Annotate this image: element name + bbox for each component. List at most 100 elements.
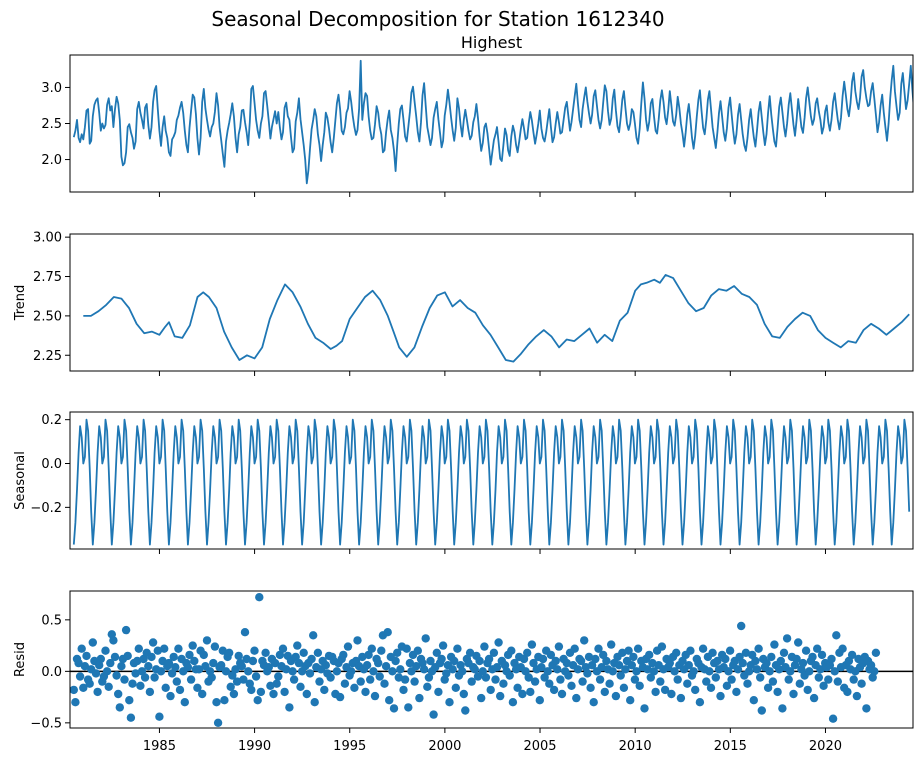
- resid-point: [426, 656, 435, 666]
- resid-point: [393, 648, 402, 657]
- axes-frame: [69, 590, 914, 729]
- resid-point: [385, 696, 394, 705]
- resid-point: [88, 638, 98, 647]
- resid-point: [313, 648, 323, 657]
- resid-point: [274, 672, 283, 681]
- series-line: [72, 59, 913, 185]
- resid-point: [175, 685, 185, 695]
- resid-point: [530, 677, 540, 686]
- resid-point: [830, 667, 839, 676]
- ylabel: Seasonal: [13, 451, 28, 510]
- resid-point: [210, 642, 220, 651]
- resid-point: [126, 713, 136, 722]
- resid-point: [629, 652, 638, 662]
- resid-point: [269, 689, 278, 699]
- resid-point: [611, 691, 621, 701]
- resid-point: [410, 677, 419, 686]
- resid-point: [209, 658, 218, 668]
- resid-point: [816, 665, 825, 674]
- resid-point: [673, 675, 682, 684]
- resid-point: [619, 683, 629, 692]
- resid-point: [828, 714, 838, 723]
- resid-point: [169, 652, 178, 662]
- resid-point: [285, 703, 294, 712]
- resid-point: [591, 654, 600, 664]
- resid-point: [402, 644, 411, 653]
- resid-point: [412, 662, 421, 671]
- resid-point: [172, 677, 181, 686]
- resid-point: [356, 677, 365, 686]
- resid-point: [808, 652, 817, 662]
- resid-point: [121, 625, 131, 635]
- resid-point: [424, 673, 434, 682]
- resid-point: [115, 703, 125, 712]
- resid-point: [789, 689, 798, 699]
- resid-point: [665, 658, 674, 668]
- resid-point: [396, 665, 405, 674]
- resid-point: [518, 689, 527, 699]
- ytick-label: 0.5: [41, 613, 62, 628]
- resid-point: [805, 667, 814, 676]
- ytick-label: 2.5: [41, 117, 62, 132]
- resid-point: [180, 698, 189, 707]
- resid-point: [809, 693, 819, 703]
- resid-point: [307, 654, 316, 664]
- resid-point: [461, 706, 470, 715]
- resid-point: [239, 675, 248, 684]
- resid-point: [743, 679, 752, 688]
- resid-point: [553, 665, 562, 674]
- xtick-label: 1990: [238, 739, 271, 754]
- resid-point: [578, 677, 587, 686]
- resid-point: [198, 689, 207, 699]
- resid-point: [432, 648, 441, 657]
- resid-point: [389, 704, 399, 713]
- resid-point: [315, 677, 324, 686]
- resid-point: [792, 654, 801, 664]
- resid-point: [194, 665, 204, 674]
- resid-point: [484, 654, 494, 664]
- resid-point: [672, 648, 681, 657]
- resid-point: [80, 662, 90, 671]
- resid-point: [101, 646, 110, 655]
- resid-point: [721, 654, 730, 664]
- xtick-label: 2015: [714, 739, 747, 754]
- resid-point: [801, 646, 811, 655]
- resid-point: [438, 641, 448, 650]
- resid-point: [481, 673, 491, 682]
- resid-point: [377, 646, 386, 655]
- resid-point: [735, 652, 744, 662]
- resid-point: [347, 667, 356, 676]
- resid-point: [594, 644, 603, 653]
- resid-point: [643, 665, 652, 674]
- resid-point: [708, 648, 717, 657]
- resid-point: [786, 667, 795, 676]
- resid-point: [660, 685, 670, 695]
- resid-point: [437, 654, 446, 664]
- subplot-3: −0.2 0.0 0.2 Seasonal: [13, 411, 914, 554]
- resid-point: [96, 654, 106, 664]
- resid-point: [193, 683, 202, 692]
- resid-point: [207, 673, 216, 682]
- resid-point: [779, 648, 789, 657]
- resid-point: [442, 669, 451, 678]
- resid-point: [248, 656, 258, 666]
- resid-point: [695, 698, 705, 707]
- resid-point: [256, 687, 266, 697]
- resid-point: [751, 656, 760, 666]
- resid-point: [120, 675, 129, 684]
- resid-point: [188, 641, 197, 650]
- resid-point: [326, 673, 335, 682]
- resid-point: [698, 644, 708, 653]
- resid-point: [450, 656, 459, 666]
- resid-point: [74, 658, 83, 668]
- resid-point: [164, 658, 174, 668]
- resid-point: [649, 667, 659, 676]
- resid-point: [689, 667, 698, 676]
- resid-point: [757, 706, 766, 715]
- axes-frame: [69, 233, 914, 372]
- resid-point: [282, 665, 291, 674]
- resid-point: [383, 628, 392, 637]
- resid-point: [475, 656, 484, 666]
- resid-point: [549, 685, 559, 695]
